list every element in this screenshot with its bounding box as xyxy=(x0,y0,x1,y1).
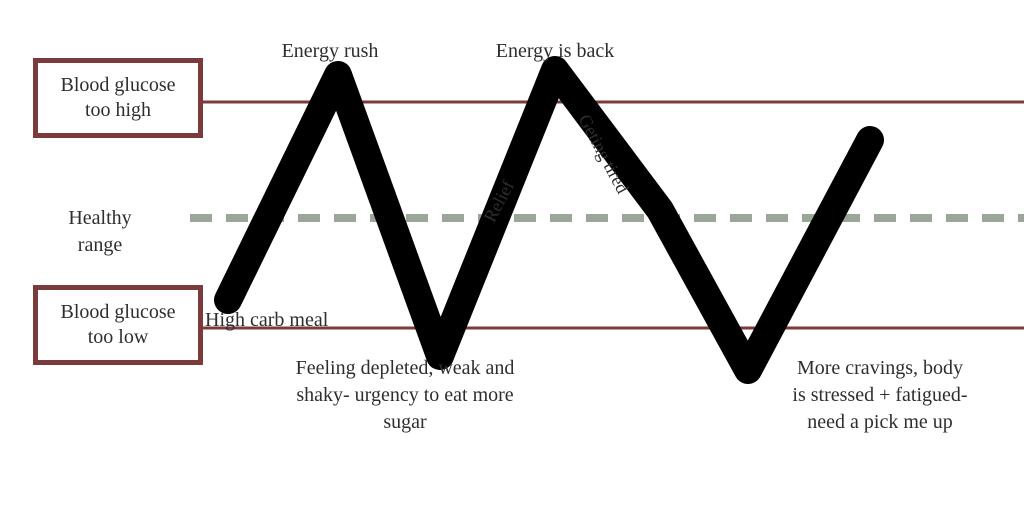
label-feeling-depleted: Feeling depleted, weak and shaky- urgenc… xyxy=(205,355,605,436)
box-high-text: Blood glucose too high xyxy=(61,73,176,123)
box-low-text: Blood glucose too low xyxy=(61,300,176,350)
diagram-stage: Blood glucose too high Blood glucose too… xyxy=(0,0,1024,517)
box-blood-glucose-too-high: Blood glucose too high xyxy=(33,58,203,138)
label-more-cravings: More cravings, body is stressed + fatigu… xyxy=(680,355,1024,436)
label-relief: Relief xyxy=(478,176,520,226)
label-healthy-range: Healthy range xyxy=(0,205,300,259)
label-getting-tired: Geting tired xyxy=(573,110,635,198)
box-blood-glucose-too-low: Blood glucose too low xyxy=(33,285,203,365)
label-energy-back: Energy is back xyxy=(355,38,755,65)
label-high-carb-meal: High carb meal xyxy=(205,307,328,334)
